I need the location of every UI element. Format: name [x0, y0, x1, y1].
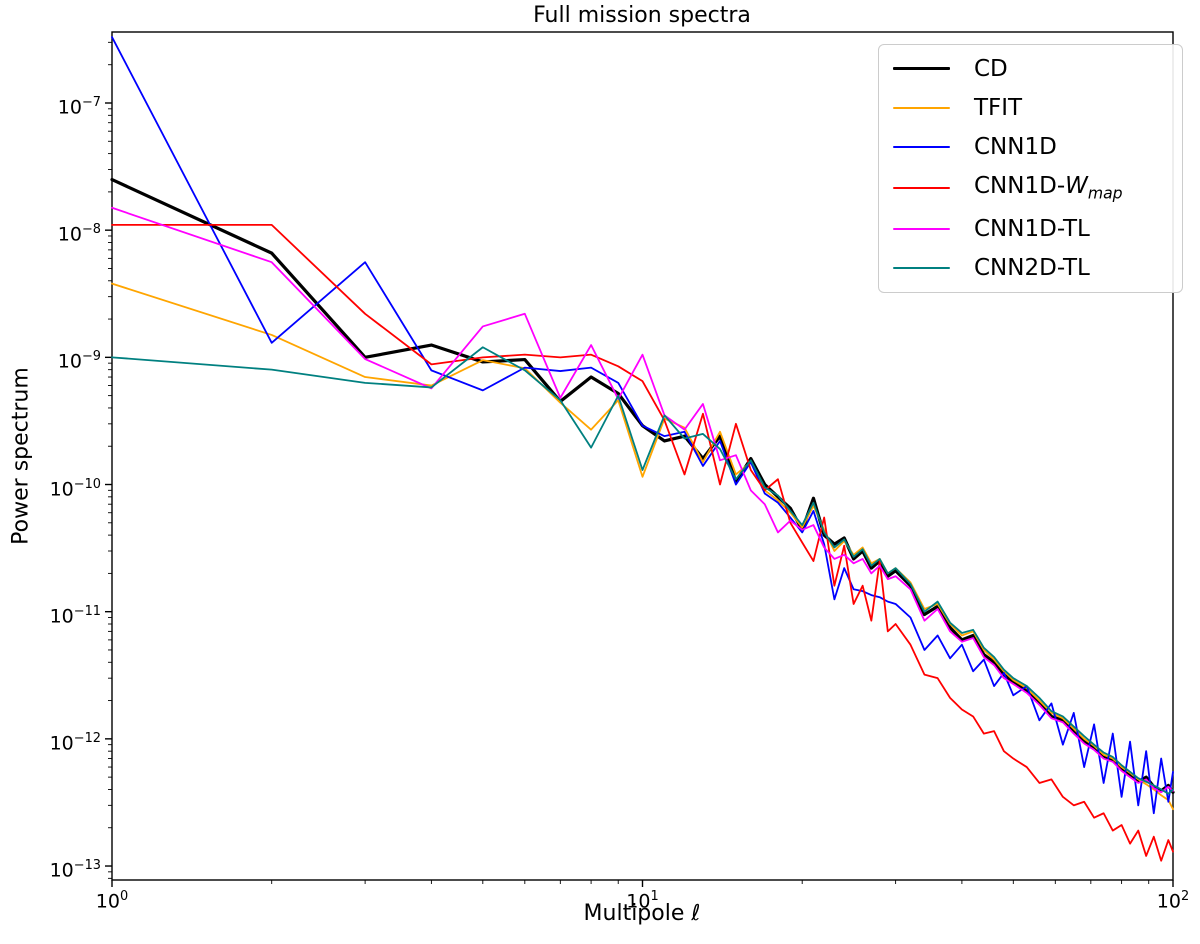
legend-line-swatch	[893, 228, 950, 231]
legend-line-swatch	[893, 267, 950, 270]
legend-label: CNN1D-TL	[974, 216, 1090, 243]
x-tick-label: 101	[626, 889, 659, 913]
legend-label: CD	[974, 55, 1008, 82]
series-line-CNN1D	[111, 36, 1174, 815]
legend-entry-CD: CD	[893, 56, 1168, 82]
y-tick-label: 10−12	[49, 730, 101, 755]
y-tick-label: 10−10	[49, 476, 101, 500]
y-tick-label: 10−11	[49, 603, 101, 627]
series-line-CD	[110, 177, 1175, 794]
legend: CD TFIT CNN1D CNN1D-Wmap CNN1D-TL CNN2D-TL	[878, 44, 1183, 293]
x-axis-label: Multipole ℓ	[583, 901, 701, 926]
series-line-CNN1D-W_map	[111, 224, 1174, 862]
series-line-TFIT	[111, 282, 1174, 811]
series-line-CNN2D-TL	[111, 346, 1174, 795]
legend-label: CNN2D-TL	[974, 255, 1090, 282]
legend-entry-CNN2D-TL: CNN2D-TL	[893, 255, 1168, 281]
y-tick-label: 10−7	[57, 95, 101, 119]
legend-line-swatch	[893, 106, 950, 109]
legend-label: TFIT	[974, 94, 1023, 121]
series-line-CNN1D-TL	[111, 206, 1174, 794]
x-tick-label: 100	[95, 889, 129, 913]
legend-line-swatch	[893, 66, 950, 71]
legend-entry-TFIT: TFIT	[893, 95, 1168, 121]
legend-entry-CNN1D: CNN1D	[893, 134, 1168, 160]
y-tick-label: 10−13	[49, 858, 101, 882]
legend-line-swatch	[893, 146, 950, 149]
chart-title: Full mission spectra	[533, 3, 751, 28]
y-tick-label: 10−8	[57, 222, 101, 246]
legend-label: CNN1D-Wmap	[974, 173, 1123, 203]
legend-line-swatch	[893, 187, 950, 190]
legend-entry-CNN1D-W-map: CNN1D-Wmap	[893, 173, 1168, 203]
legend-entry-CNN1D-TL: CNN1D-TL	[893, 216, 1168, 242]
x-tick-label: 102	[1156, 889, 1190, 913]
y-axis-label: Power spectrum	[8, 367, 34, 545]
y-tick-label: 10−9	[57, 349, 101, 373]
legend-label: CNN1D	[974, 134, 1057, 161]
